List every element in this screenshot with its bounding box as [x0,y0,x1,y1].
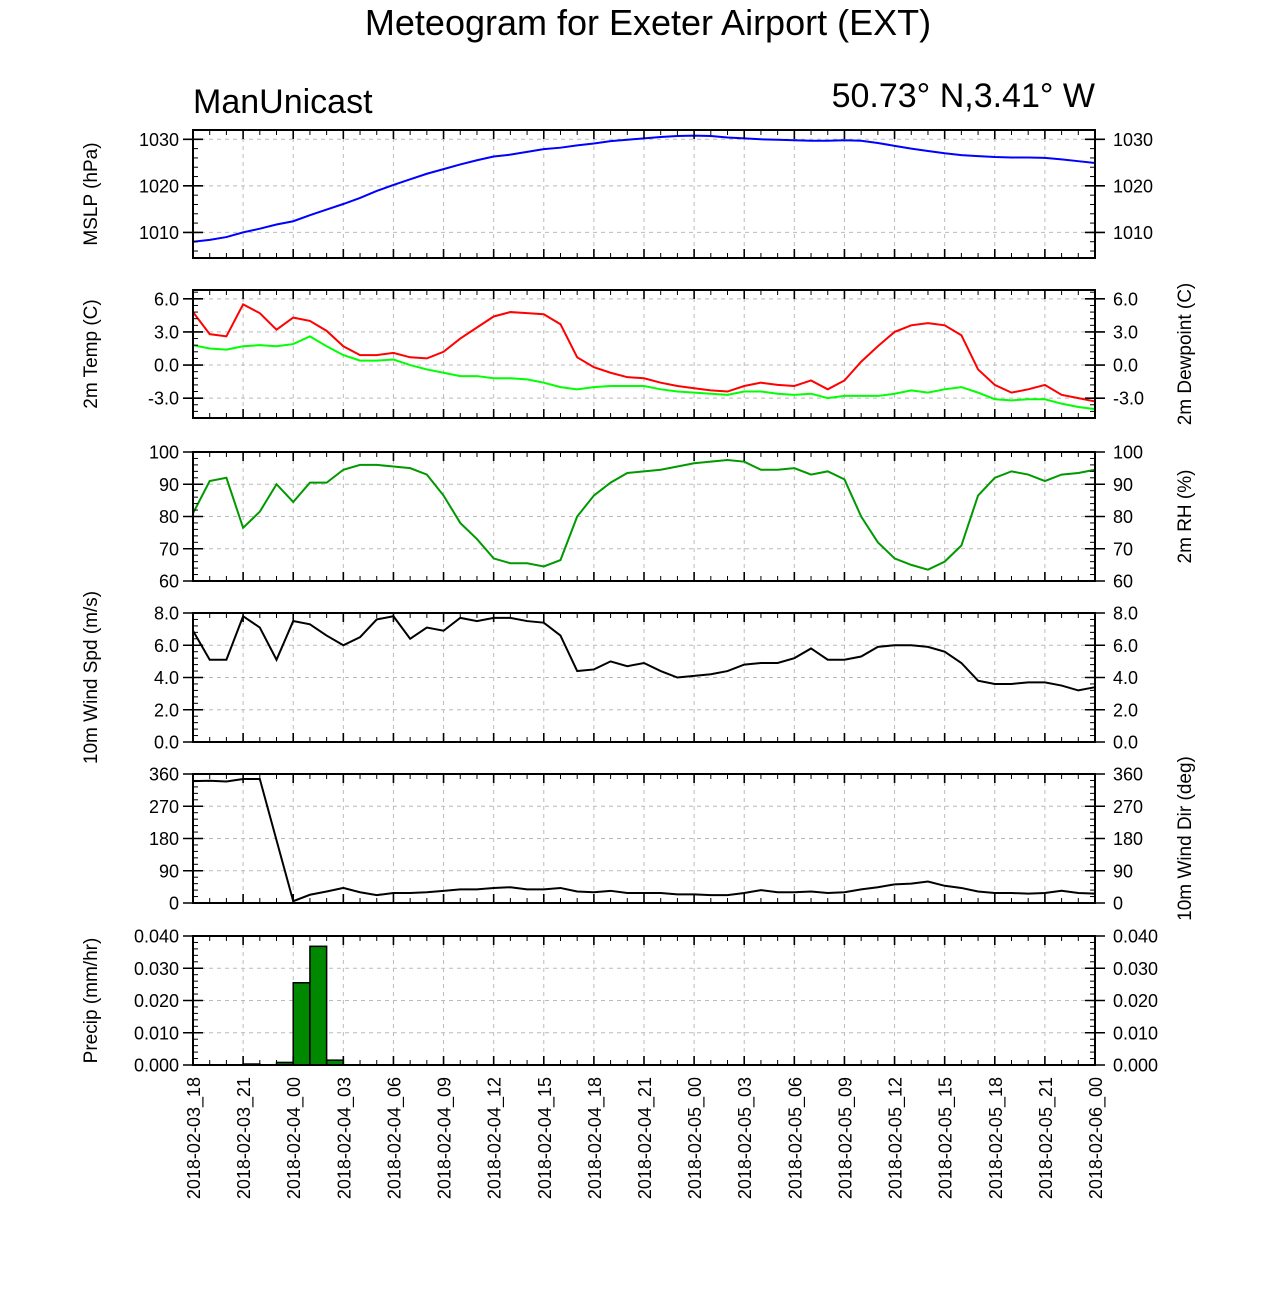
y-axis-label-right: 2m RH (%) [1175,470,1196,564]
panel-6: 0.000 0.000 0.010 0.010 0.020 0.020 0.030 0.030… [81,927,1158,1076]
y-tick-label-left: 0.020 [134,991,179,1011]
y-tick-label-right: 90 [1113,861,1133,881]
y-axis-label-left: Precip (mm/hr) [81,938,102,1064]
x-tick-label: 2018-02-04_00 [284,1077,305,1199]
panel-5: 0 0 90 90 180 180 270 270 360 360 10m Wind Dir (de… [149,756,1196,921]
y-tick-label-left: 70 [159,539,179,559]
y-tick-label-left: 60 [159,572,179,592]
panel-1: 1010 1010 1020 1020 1030 1030 MSLP (hPa) [81,129,1153,259]
series-line-1 [192,459,1096,571]
y-tick-label-right: 1010 [1113,223,1153,243]
model-caption: ManUnicast [193,83,373,121]
y-tick-label-right: 0.000 [1113,1056,1158,1076]
series-line-2 [192,335,1096,411]
y-tick-label-left: 270 [149,797,179,817]
x-tick-label: 2018-02-05_12 [886,1077,907,1199]
y-tick-label-left: 6.0 [154,636,179,656]
y-tick-label-right: -3.0 [1113,389,1144,409]
x-tick-label: 2018-02-04_18 [585,1077,606,1199]
chart-title: Meteogram for Exeter Airport (EXT) [365,2,931,43]
x-tick-label: 2018-02-05_18 [986,1077,1007,1199]
y-tick-label-right: 270 [1113,797,1143,817]
y-tick-label-right: 0.0 [1113,356,1138,376]
y-tick-label-right: 4.0 [1113,668,1138,688]
y-tick-label-left: 0 [169,894,179,914]
y-tick-label-right: 3.0 [1113,322,1138,342]
y-axis-label-left: 10m Wind Spd (m/s) [81,591,102,764]
y-tick-label-right: 0.0 [1113,733,1138,753]
y-tick-label-right: 0 [1113,894,1123,914]
x-tick-label: 2018-02-05_09 [835,1077,856,1199]
precip-bar [292,982,311,1066]
y-tick-label-left: 90 [159,861,179,881]
precip-bar [309,945,328,1066]
y-tick-label-left: 0.000 [134,1056,179,1076]
y-axis-label-left: MSLP (hPa) [81,142,102,245]
y-tick-label-left: -3.0 [148,389,179,409]
x-tick-label: 2018-02-03_18 [184,1077,205,1199]
y-tick-label-right: 8.0 [1113,604,1138,624]
x-tick-label: 2018-02-04_21 [635,1077,656,1199]
y-tick-label-left: 360 [149,765,179,785]
y-tick-label-right: 360 [1113,765,1143,785]
y-tick-label-right: 6.0 [1113,636,1138,656]
panel-4: 0.0 0.0 2.0 2.0 4.0 4.0 6.0 6.0 8.0 8.0 10m Wind S… [81,591,1138,764]
y-tick-label-left: 0.0 [154,733,179,753]
x-tick-label: 2018-02-06_00 [1086,1077,1107,1199]
series-line-1 [192,614,1096,692]
y-tick-label-right: 90 [1113,475,1133,495]
y-tick-label-right: 70 [1113,539,1133,559]
x-tick-label: 2018-02-04_03 [334,1077,355,1199]
x-tick-label: 2018-02-05_21 [1036,1077,1057,1199]
y-tick-label-left: 180 [149,829,179,849]
y-tick-label-left: 6.0 [154,289,179,309]
y-tick-label-left: 90 [159,475,179,495]
y-axis-label-left: 2m Temp (C) [81,299,102,408]
y-axis-label-right: 10m Wind Dir (deg) [1175,756,1196,921]
x-tick-label: 2018-02-05_00 [685,1077,706,1199]
x-tick-label: 2018-02-04_09 [435,1077,456,1199]
y-tick-label-left: 2.0 [154,700,179,720]
y-tick-label-right: 0.020 [1113,991,1158,1011]
x-tick-label: 2018-02-05_06 [785,1077,806,1199]
y-tick-label-left: 80 [159,507,179,527]
y-tick-label-right: 60 [1113,572,1133,592]
y-tick-label-right: 2.0 [1113,700,1138,720]
panel-2: -3.0 -3.0 0.0 0.0 3.0 3.0 6.0 6.0 2m Temp (C) 2m … [81,283,1196,426]
y-tick-label-left: 4.0 [154,668,179,688]
y-tick-label-right: 1020 [1113,176,1153,196]
y-tick-label-right: 180 [1113,829,1143,849]
location-caption: 50.73° N,3.41° W [832,77,1095,115]
y-tick-label-left: 1010 [139,223,179,243]
y-tick-label-left: 8.0 [154,604,179,624]
y-tick-label-left: 100 [149,443,179,463]
series-line-1 [192,302,1096,403]
y-tick-label-left: 0.040 [134,927,179,947]
panel-3: 60 60 70 70 80 80 90 90 100 100 2m RH (%) [149,443,1196,592]
y-tick-label-left: 1020 [139,176,179,196]
y-tick-label-right: 100 [1113,443,1143,463]
series-line-1 [192,778,1096,903]
y-tick-label-left: 3.0 [154,322,179,342]
y-tick-label-right: 0.030 [1113,959,1158,979]
y-tick-label-left: 1030 [139,130,179,150]
y-tick-label-right: 0.040 [1113,927,1158,947]
x-tick-label: 2018-02-03_21 [234,1077,255,1199]
y-tick-label-left: 0.0 [154,356,179,376]
x-tick-label: 2018-02-05_15 [936,1077,957,1199]
y-tick-label-right: 0.010 [1113,1023,1158,1043]
x-tick-label: 2018-02-04_06 [384,1077,405,1199]
x-tick-label: 2018-02-04_15 [535,1077,556,1199]
y-tick-label-right: 80 [1113,507,1133,527]
y-tick-label-right: 1030 [1113,130,1153,150]
y-tick-label-right: 6.0 [1113,289,1138,309]
y-tick-label-left: 0.010 [134,1023,179,1043]
x-tick-label: 2018-02-05_03 [735,1077,756,1199]
x-tick-label: 2018-02-04_12 [485,1077,506,1199]
y-tick-label-left: 0.030 [134,959,179,979]
y-axis-label-right: 2m Dewpoint (C) [1175,283,1196,426]
